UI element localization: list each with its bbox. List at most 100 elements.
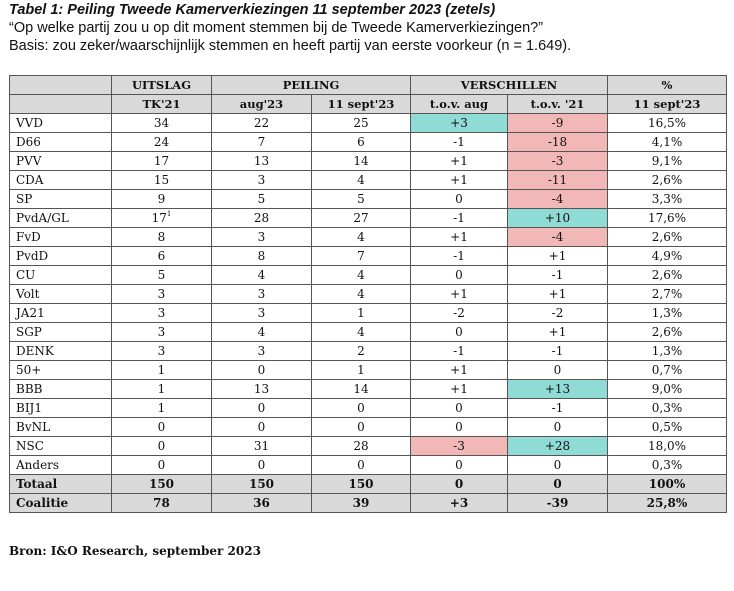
aug23-cell: 0 — [211, 455, 312, 475]
diff-21-cell: +28 — [507, 436, 608, 456]
tk21-cell: 1 — [111, 360, 212, 380]
sept23-cell: 28 — [311, 436, 411, 456]
tk21-cell: 3 — [111, 341, 212, 361]
aug23-cell: 31 — [211, 436, 312, 456]
pct-cell: 0,3% — [607, 455, 727, 475]
sept23-cell: 4 — [311, 265, 411, 285]
aug23-cell: 7 — [211, 132, 312, 152]
sept23-cell: 5 — [311, 189, 411, 209]
tk21-cell: 24 — [111, 132, 212, 152]
table-row: NSC 0 31 28 -3 +28 18,0% — [9, 436, 727, 456]
aug23-cell: 3 — [211, 170, 312, 190]
aug23-cell: 5 — [211, 189, 312, 209]
diff-21-cell: -2 — [507, 303, 608, 323]
diff-21-cell: -3 — [507, 151, 608, 171]
table-row: PvdA/GL 171 28 27 -1 +10 17,6% — [9, 208, 727, 228]
party-cell: SP — [9, 189, 112, 209]
diff-aug-cell: -1 — [410, 208, 508, 228]
sept23-cell: 6 — [311, 132, 411, 152]
party-cell: 50+ — [9, 360, 112, 380]
aug23-cell: 0 — [211, 398, 312, 418]
diff-aug-cell: +1 — [410, 151, 508, 171]
table-row: VVD 34 22 25 +3 -9 16,5% — [9, 113, 727, 133]
diff-21-cell: -11 — [507, 170, 608, 190]
aug23-cell: 22 — [211, 113, 312, 133]
diff-21-cell: -4 — [507, 227, 608, 247]
tk21-cell: 1 — [111, 379, 212, 399]
diff-21-cell: -18 — [507, 132, 608, 152]
pct-cell: 0,3% — [607, 398, 727, 418]
party-cell: BvNL — [9, 417, 112, 437]
sept23-cell: 0 — [311, 398, 411, 418]
aug23-cell: 28 — [211, 208, 312, 228]
aug23-cell: 4 — [211, 265, 312, 285]
party-cell: CU — [9, 265, 112, 285]
sept23-cell: 25 — [311, 113, 411, 133]
diff-21-cell: 0 — [507, 417, 608, 437]
pct-cell: 4,9% — [607, 246, 727, 266]
pct-cell: 100% — [607, 474, 727, 494]
diff-21-cell: +1 — [507, 284, 608, 304]
pct-cell: 2,6% — [607, 170, 727, 190]
party-cell: BIJ1 — [9, 398, 112, 418]
tk21-cell: 3 — [111, 322, 212, 342]
diff-21-cell: +1 — [507, 246, 608, 266]
column-header-sept23: 11 sept'23 — [311, 94, 411, 114]
tk21-cell: 0 — [111, 417, 212, 437]
tk21-cell: 0 — [111, 436, 212, 456]
party-cell: FvD — [9, 227, 112, 247]
tk21-cell: 6 — [111, 246, 212, 266]
group-header-row: UITSLAG PEILING VERSCHILLEN % — [9, 75, 727, 95]
tk21-cell: 3 — [111, 284, 212, 304]
tk21-cell: 9 — [111, 189, 212, 209]
tk21-cell: 0 — [111, 455, 212, 475]
party-cell: BBB — [9, 379, 112, 399]
table-row: FvD 8 3 4 +1 -4 2,6% — [9, 227, 727, 247]
party-cell: CDA — [9, 170, 112, 190]
party-cell: Anders — [9, 455, 112, 475]
sept23-cell: 7 — [311, 246, 411, 266]
pct-cell: 17,6% — [607, 208, 727, 228]
party-cell: PVV — [9, 151, 112, 171]
tk21-cell: 1 — [111, 398, 212, 418]
sept23-cell: 4 — [311, 284, 411, 304]
pct-cell: 4,1% — [607, 132, 727, 152]
aug23-cell: 13 — [211, 379, 312, 399]
party-cell: NSC — [9, 436, 112, 456]
table-row: 50+ 1 0 1 +1 0 0,7% — [9, 360, 727, 380]
aug23-cell: 3 — [211, 341, 312, 361]
poll-table: UITSLAG PEILING VERSCHILLEN % TK'21 aug'… — [9, 75, 727, 513]
pct-cell: 2,7% — [607, 284, 727, 304]
table-row: SP 9 5 5 0 -4 3,3% — [9, 189, 727, 209]
party-cell: Totaal — [9, 474, 112, 494]
sept23-cell: 39 — [311, 493, 411, 513]
source-note: Bron: I&O Research, september 2023 — [9, 544, 261, 558]
group-header-verschillen: VERSCHILLEN — [410, 75, 608, 95]
party-cell: Volt — [9, 284, 112, 304]
party-cell: JA21 — [9, 303, 112, 323]
tk21-cell: 3 — [111, 303, 212, 323]
sept23-cell: 14 — [311, 151, 411, 171]
diff-aug-cell: -1 — [410, 246, 508, 266]
table-row: SGP 3 4 4 0 +1 2,6% — [9, 322, 727, 342]
diff-21-cell: +13 — [507, 379, 608, 399]
tk21-cell: 34 — [111, 113, 212, 133]
party-cell: PvdD — [9, 246, 112, 266]
tk21-cell: 5 — [111, 265, 212, 285]
column-header-aug23: aug'23 — [211, 94, 312, 114]
pct-cell: 9,1% — [607, 151, 727, 171]
party-cell: PvdA/GL — [9, 208, 112, 228]
pct-cell: 2,6% — [607, 265, 727, 285]
sept23-cell: 1 — [311, 360, 411, 380]
column-header-party — [9, 94, 112, 114]
aug23-cell: 0 — [211, 417, 312, 437]
pct-cell: 0,5% — [607, 417, 727, 437]
diff-aug-cell: +1 — [410, 360, 508, 380]
aug23-cell: 4 — [211, 322, 312, 342]
table-row: JA21 3 3 1 -2 -2 1,3% — [9, 303, 727, 323]
diff-21-cell: -4 — [507, 189, 608, 209]
summary-row-coalitie: Coalitie 78 36 39 +3 -39 25,8% — [9, 493, 727, 513]
table-header: Tabel 1: Peiling Tweede Kamerverkiezinge… — [9, 0, 729, 55]
tk21-cell: 150 — [111, 474, 212, 494]
footnote-marker: 1 — [166, 210, 172, 218]
